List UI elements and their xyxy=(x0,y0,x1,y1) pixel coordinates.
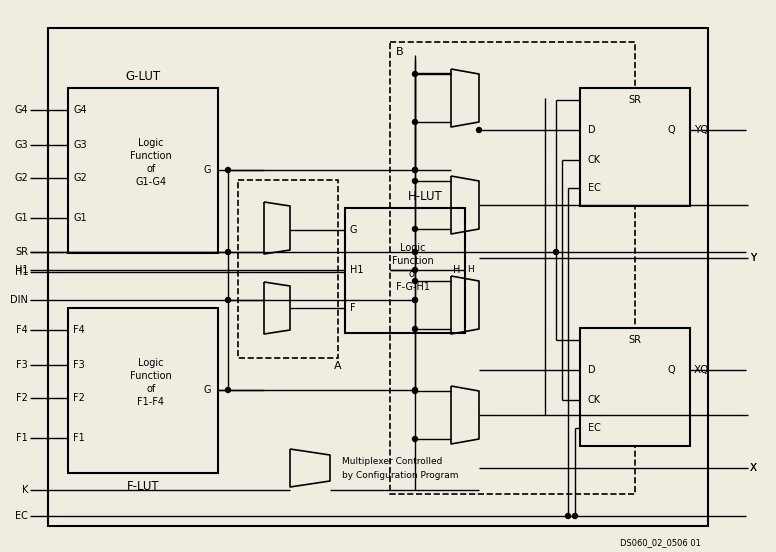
Text: F-LUT: F-LUT xyxy=(126,480,159,492)
Bar xyxy=(580,88,690,206)
Text: Function: Function xyxy=(130,151,171,161)
Bar xyxy=(68,308,218,473)
Text: SR: SR xyxy=(15,247,28,257)
Text: H: H xyxy=(467,266,474,274)
Text: F4: F4 xyxy=(16,325,28,335)
Text: CK: CK xyxy=(588,395,601,405)
Circle shape xyxy=(413,167,417,172)
Text: F1: F1 xyxy=(16,433,28,443)
Text: G: G xyxy=(350,225,358,235)
Circle shape xyxy=(413,298,417,302)
Text: D: D xyxy=(588,365,596,375)
Text: of: of xyxy=(408,269,417,279)
Text: XQ: XQ xyxy=(694,365,709,375)
Bar xyxy=(390,42,635,494)
Text: G2: G2 xyxy=(14,173,28,183)
Circle shape xyxy=(413,279,417,284)
Text: F2: F2 xyxy=(16,393,28,403)
Bar xyxy=(68,88,218,253)
Text: EC: EC xyxy=(588,183,601,193)
Text: Logic: Logic xyxy=(400,243,426,253)
Text: Function: Function xyxy=(130,371,171,381)
Text: F: F xyxy=(350,303,355,313)
Circle shape xyxy=(413,388,417,392)
Text: G: G xyxy=(204,165,212,175)
Text: X: X xyxy=(750,463,757,473)
Circle shape xyxy=(476,128,481,132)
Text: B: B xyxy=(396,47,404,57)
Bar xyxy=(345,208,465,333)
Text: H-LUT: H-LUT xyxy=(407,190,442,204)
Text: G2: G2 xyxy=(73,173,87,183)
Text: of: of xyxy=(147,384,156,394)
Text: G-LUT: G-LUT xyxy=(126,71,161,83)
Text: Y: Y xyxy=(750,253,757,263)
Circle shape xyxy=(413,298,417,302)
Circle shape xyxy=(413,226,417,231)
Text: EC: EC xyxy=(588,423,601,433)
Circle shape xyxy=(413,119,417,125)
Text: G1-G4: G1-G4 xyxy=(136,177,167,187)
Text: G4: G4 xyxy=(15,105,28,115)
Text: F3: F3 xyxy=(73,360,85,370)
Text: Logic: Logic xyxy=(138,358,164,368)
Text: Logic: Logic xyxy=(138,138,164,148)
Text: G4: G4 xyxy=(73,105,87,115)
Text: F4: F4 xyxy=(73,325,85,335)
Text: G1: G1 xyxy=(15,213,28,223)
Text: H1: H1 xyxy=(350,265,363,275)
Text: G1: G1 xyxy=(73,213,87,223)
Text: F1-F4: F1-F4 xyxy=(137,397,165,407)
Text: Multiplexer Controlled: Multiplexer Controlled xyxy=(342,457,442,465)
Text: F1: F1 xyxy=(73,433,85,443)
Circle shape xyxy=(573,513,577,518)
Text: H1: H1 xyxy=(15,265,28,275)
Text: F-G-H1: F-G-H1 xyxy=(396,282,430,292)
Circle shape xyxy=(413,389,417,394)
Circle shape xyxy=(413,437,417,442)
Circle shape xyxy=(226,388,230,392)
Circle shape xyxy=(413,72,417,77)
Circle shape xyxy=(413,326,417,332)
Text: by Configuration Program: by Configuration Program xyxy=(342,470,459,480)
Text: F3: F3 xyxy=(16,360,28,370)
Circle shape xyxy=(226,167,230,172)
Text: Q: Q xyxy=(668,365,676,375)
Text: CK: CK xyxy=(588,155,601,165)
Text: DIN: DIN xyxy=(10,295,28,305)
Text: H1: H1 xyxy=(15,267,28,277)
Circle shape xyxy=(413,178,417,183)
Text: K: K xyxy=(22,485,28,495)
Text: D: D xyxy=(588,125,596,135)
Text: X: X xyxy=(750,463,757,473)
Bar xyxy=(238,180,338,358)
Text: Function: Function xyxy=(392,256,434,266)
Text: YQ: YQ xyxy=(694,125,708,135)
Text: Y: Y xyxy=(750,253,757,263)
Text: Q: Q xyxy=(668,125,676,135)
Text: EC: EC xyxy=(15,511,28,521)
Text: F2: F2 xyxy=(73,393,85,403)
Circle shape xyxy=(413,250,417,254)
Circle shape xyxy=(413,167,417,172)
Circle shape xyxy=(226,298,230,302)
Text: H: H xyxy=(452,265,460,275)
Bar xyxy=(48,28,708,526)
Text: G3: G3 xyxy=(15,140,28,150)
Text: G3: G3 xyxy=(73,140,87,150)
Text: DS060_02_0506 01: DS060_02_0506 01 xyxy=(620,539,701,548)
Text: of: of xyxy=(147,164,156,174)
Text: SR: SR xyxy=(629,335,642,345)
Circle shape xyxy=(566,513,570,518)
Circle shape xyxy=(413,268,417,273)
Text: G: G xyxy=(204,385,212,395)
Bar xyxy=(580,328,690,446)
Text: SR: SR xyxy=(629,95,642,105)
Circle shape xyxy=(553,250,559,254)
Circle shape xyxy=(226,250,230,254)
Text: A: A xyxy=(334,361,341,371)
